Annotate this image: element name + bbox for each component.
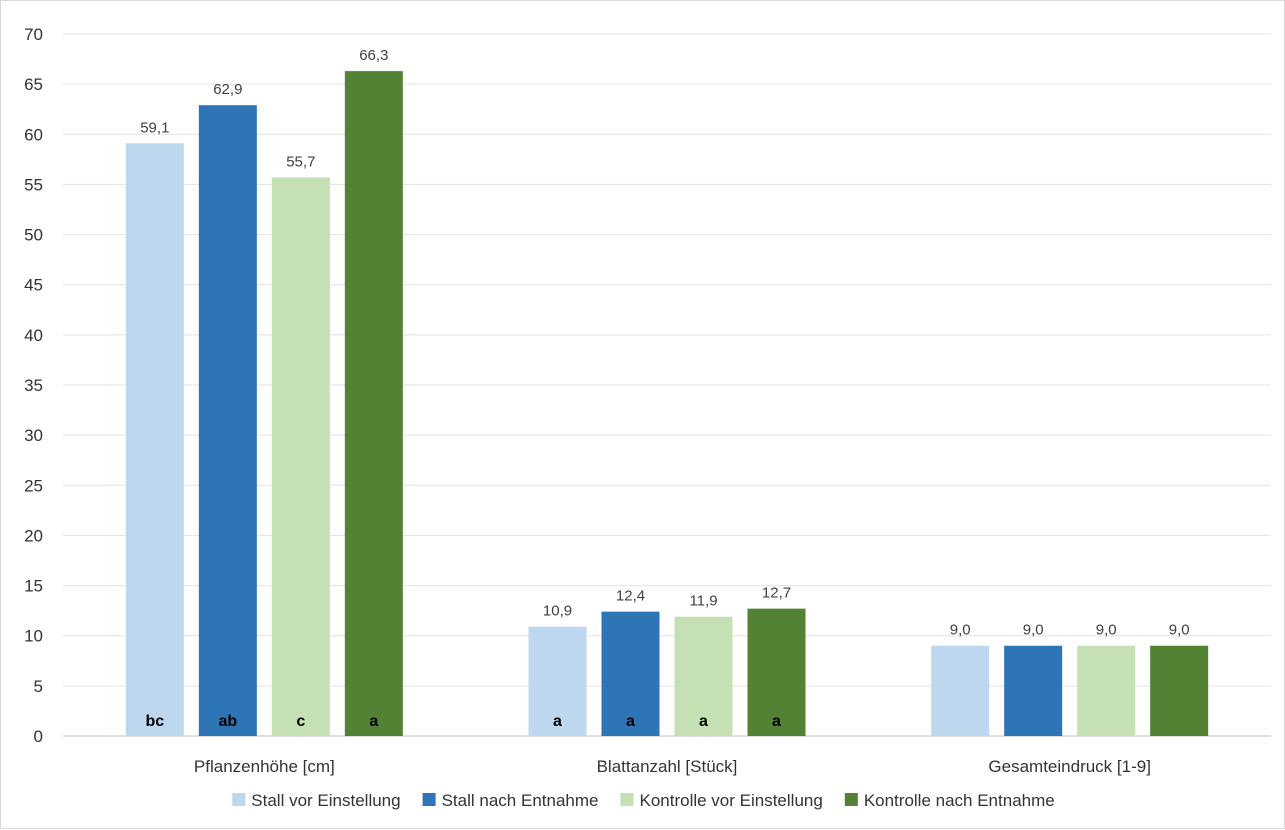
y-tick-label: 45 bbox=[24, 276, 43, 295]
data-label: 9,0 bbox=[1169, 622, 1190, 639]
legend-swatch bbox=[232, 793, 246, 806]
y-tick-label: 20 bbox=[24, 526, 43, 545]
y-tick-label: 0 bbox=[34, 727, 43, 746]
y-tick-label: 30 bbox=[24, 426, 43, 445]
significance-label: a bbox=[699, 713, 708, 730]
bar bbox=[747, 608, 806, 736]
y-tick-label: 50 bbox=[24, 226, 43, 245]
significance-label: ab bbox=[218, 713, 237, 730]
y-tick-label: 5 bbox=[34, 677, 43, 696]
bar bbox=[1150, 645, 1209, 736]
legend-swatch bbox=[844, 793, 858, 806]
significance-label: a bbox=[626, 713, 635, 730]
y-tick-label: 55 bbox=[24, 175, 43, 194]
bar bbox=[271, 177, 330, 736]
y-tick-label: 40 bbox=[24, 326, 43, 345]
y-tick-label: 25 bbox=[24, 476, 43, 495]
bar bbox=[674, 616, 733, 736]
bar bbox=[1004, 645, 1063, 736]
data-label: 12,7 bbox=[762, 585, 791, 602]
category-label: Blattanzahl [Stück] bbox=[597, 757, 738, 776]
y-tick-label: 10 bbox=[24, 627, 43, 646]
legend-label: Stall vor Einstellung bbox=[251, 791, 400, 810]
legend-swatch bbox=[620, 793, 634, 806]
y-tick-label: 70 bbox=[24, 25, 43, 44]
data-label: 11,9 bbox=[689, 593, 717, 610]
y-tick-label: 65 bbox=[24, 75, 43, 94]
legend-swatch bbox=[422, 793, 436, 806]
data-label: 9,0 bbox=[950, 622, 971, 639]
data-label: 12,4 bbox=[616, 588, 645, 605]
significance-label: a bbox=[772, 713, 781, 730]
bar bbox=[198, 105, 257, 736]
data-label: 62,9 bbox=[213, 81, 242, 98]
y-tick-label: 15 bbox=[24, 577, 43, 596]
legend-label: Kontrolle vor Einstellung bbox=[639, 791, 822, 810]
category-label: Gesamteindruck [1-9] bbox=[988, 757, 1151, 776]
data-label: 10,9 bbox=[543, 603, 572, 620]
data-label: 9,0 bbox=[1096, 622, 1117, 639]
significance-label: c bbox=[296, 713, 305, 730]
legend-label: Stall nach Entnahme bbox=[442, 791, 599, 810]
y-tick-label: 60 bbox=[24, 125, 43, 144]
y-tick-label: 35 bbox=[24, 376, 43, 395]
bar bbox=[601, 611, 660, 736]
data-label: 55,7 bbox=[286, 153, 315, 170]
data-label: 59,1 bbox=[140, 119, 169, 136]
significance-label: a bbox=[369, 713, 378, 730]
bar bbox=[1077, 645, 1136, 736]
bar bbox=[931, 645, 990, 736]
legend-label: Kontrolle nach Entnahme bbox=[864, 791, 1055, 810]
significance-label: a bbox=[553, 713, 562, 730]
significance-label: bc bbox=[145, 713, 164, 730]
bar bbox=[125, 143, 184, 737]
bar bbox=[344, 71, 403, 736]
bar bbox=[528, 626, 587, 736]
data-label: 9,0 bbox=[1023, 622, 1044, 639]
category-label: Pflanzenhöhe [cm] bbox=[194, 757, 335, 776]
data-label: 66,3 bbox=[359, 47, 388, 64]
